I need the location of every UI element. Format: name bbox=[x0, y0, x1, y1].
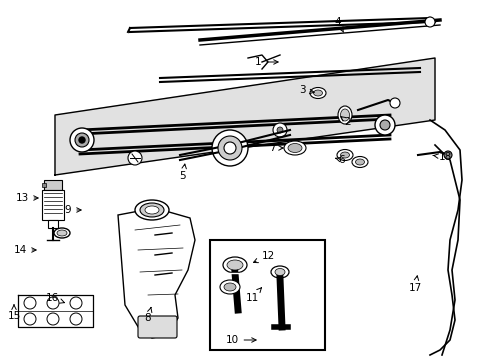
Circle shape bbox=[224, 142, 236, 154]
Ellipse shape bbox=[355, 159, 364, 165]
Bar bbox=[209, 240, 325, 350]
Ellipse shape bbox=[223, 257, 246, 273]
Text: 7: 7 bbox=[268, 143, 283, 153]
Ellipse shape bbox=[340, 109, 349, 121]
Text: 6: 6 bbox=[335, 155, 345, 165]
Circle shape bbox=[75, 133, 89, 147]
Text: 3: 3 bbox=[298, 85, 314, 95]
Text: 13: 13 bbox=[15, 193, 38, 203]
Bar bbox=[48, 220, 58, 228]
Ellipse shape bbox=[284, 141, 305, 155]
Circle shape bbox=[24, 297, 36, 309]
Text: 14: 14 bbox=[13, 245, 36, 255]
Circle shape bbox=[374, 115, 394, 135]
Ellipse shape bbox=[54, 228, 70, 238]
Text: 9: 9 bbox=[64, 205, 81, 215]
Text: 5: 5 bbox=[179, 164, 186, 181]
Text: 16: 16 bbox=[45, 293, 64, 303]
Ellipse shape bbox=[337, 106, 351, 124]
Ellipse shape bbox=[287, 144, 302, 153]
Circle shape bbox=[424, 17, 434, 27]
Circle shape bbox=[70, 313, 82, 325]
Polygon shape bbox=[55, 58, 434, 175]
Ellipse shape bbox=[57, 230, 67, 236]
Circle shape bbox=[128, 151, 142, 165]
Text: 12: 12 bbox=[253, 251, 274, 263]
Circle shape bbox=[24, 313, 36, 325]
Circle shape bbox=[79, 137, 85, 143]
Text: 17: 17 bbox=[407, 276, 421, 293]
Bar bbox=[42, 183, 46, 187]
Text: 4: 4 bbox=[334, 17, 343, 32]
Circle shape bbox=[379, 120, 389, 130]
Text: 11: 11 bbox=[245, 288, 261, 303]
Circle shape bbox=[272, 123, 286, 137]
Circle shape bbox=[443, 151, 451, 159]
Ellipse shape bbox=[309, 87, 325, 99]
Ellipse shape bbox=[274, 269, 285, 275]
Text: 2: 2 bbox=[340, 117, 350, 127]
Ellipse shape bbox=[145, 206, 159, 214]
Ellipse shape bbox=[224, 283, 236, 291]
Circle shape bbox=[212, 130, 247, 166]
Ellipse shape bbox=[336, 149, 352, 161]
Circle shape bbox=[276, 127, 283, 133]
Text: 15: 15 bbox=[7, 305, 20, 321]
Text: 10: 10 bbox=[225, 335, 256, 345]
Circle shape bbox=[389, 98, 399, 108]
Circle shape bbox=[47, 313, 59, 325]
Ellipse shape bbox=[340, 152, 349, 158]
Circle shape bbox=[218, 136, 242, 160]
Ellipse shape bbox=[313, 90, 322, 96]
Ellipse shape bbox=[351, 157, 367, 167]
Circle shape bbox=[70, 297, 82, 309]
Ellipse shape bbox=[226, 260, 243, 270]
Text: 8: 8 bbox=[144, 307, 152, 323]
Ellipse shape bbox=[270, 266, 288, 278]
Ellipse shape bbox=[220, 280, 240, 294]
Text: 1: 1 bbox=[254, 57, 278, 67]
FancyBboxPatch shape bbox=[138, 316, 177, 338]
Bar bbox=[42, 190, 64, 220]
Bar bbox=[44, 180, 62, 190]
Polygon shape bbox=[118, 208, 195, 338]
Text: 18: 18 bbox=[432, 152, 451, 162]
Ellipse shape bbox=[140, 203, 163, 217]
Circle shape bbox=[47, 297, 59, 309]
Circle shape bbox=[70, 128, 94, 152]
Ellipse shape bbox=[135, 200, 169, 220]
